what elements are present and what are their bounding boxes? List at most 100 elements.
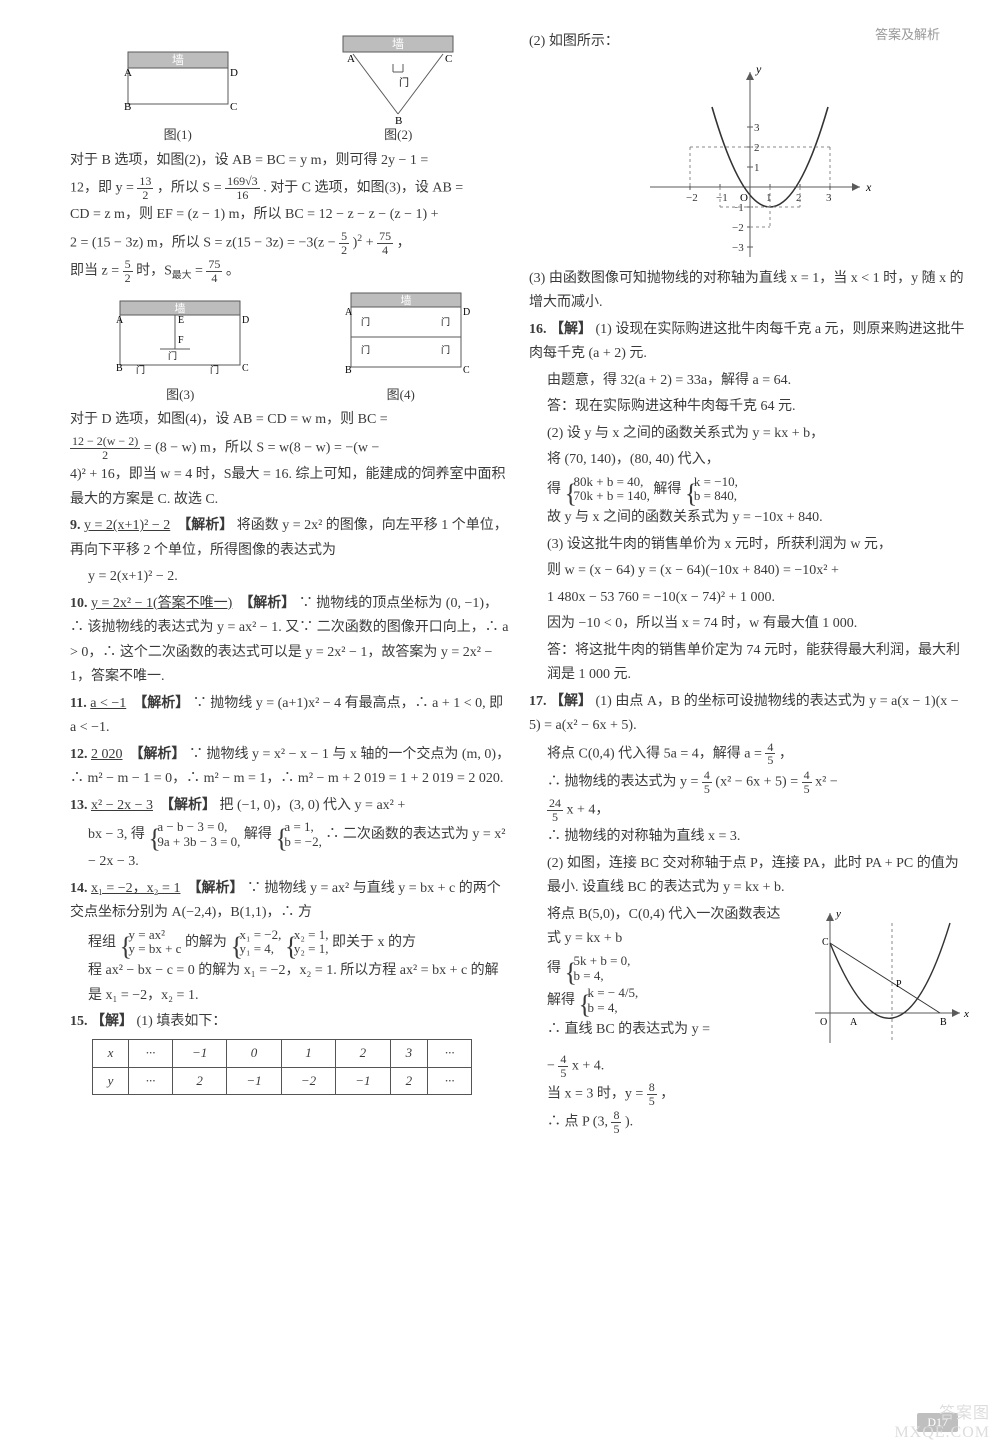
q13: 13. x² − 2x − 3 【解析】 把 (−1, 0)，(3, 0) 代入… [70, 794, 511, 819]
svg-text:门: 门 [210, 364, 219, 375]
svg-text:B: B [345, 365, 352, 376]
q17-sol2: 解得 k = − 4/5,b = 4, [547, 986, 792, 1016]
fig1-label: 图(1) [108, 124, 248, 147]
q17-2c2: − 45 x + 4. [529, 1053, 970, 1079]
svg-text:门: 门 [361, 344, 370, 355]
svg-text:E: E [178, 315, 184, 326]
table-row: y···2−1−2−12··· [93, 1067, 472, 1095]
q17-1c: ∴ 抛物线的表达式为 y = 45 (x² − 6x + 5) = 45 x² … [529, 769, 970, 795]
q16-2c: 故 y 与 x 之间的函数关系式为 y = −10x + 840. [529, 506, 970, 531]
q17-1c2: 245 x + 4， [529, 797, 970, 823]
q17-1b: 将点 C(0,4) 代入得 5a = 4，解得 a = 45 ， [529, 741, 970, 767]
q17-2d: 当 x = 3 时，y = 85 ， [529, 1081, 970, 1107]
q17-eq2: 得 5k + b = 0,b = 4, [547, 954, 792, 984]
table-row: x···−10123··· [93, 1039, 472, 1067]
svg-text:−1: −1 [716, 192, 728, 204]
p1d: 2 = (15 − 3z) m，所以 S = z(15 − 3z) = −3(z… [70, 230, 511, 257]
fig4-svg: 墙 A D B C 门 门 门 门 [321, 289, 481, 384]
q9-b: y = 2(x+1)² − 2. [70, 565, 511, 590]
svg-text:墙: 墙 [392, 37, 404, 51]
svg-text:3: 3 [754, 122, 760, 134]
q16-3d: 因为 −10 < 0，所以当 x = 74 时，w 有最大值 1 000. [529, 612, 970, 637]
q17-2e: ∴ 点 P (3, 85 ). [529, 1109, 970, 1135]
svg-text:1: 1 [766, 192, 772, 204]
svg-text:A: A [116, 315, 124, 326]
q17-1d: ∴ 抛物线的对称轴为直线 x = 3. [529, 825, 970, 850]
svg-text:B: B [940, 1017, 947, 1028]
svg-text:C: C [822, 937, 829, 948]
p1e: 即当 z = 52 时，S最大 = 754 。 [70, 258, 511, 284]
svg-text:D: D [463, 307, 470, 318]
q16-3b: 则 w = (x − 64) y = (x − 64)(−10x + 840) … [529, 559, 970, 584]
fig2-label: 图(2) [323, 124, 473, 147]
q14-eq: 程组 y = ax²y = bx + c 的解为 x₁ = −2,y₁ = 4,… [70, 928, 511, 958]
svg-text:B: B [395, 115, 402, 124]
parabola-graph: x y O −2 −1 1 2 3 −3 −2 −1 1 2 3 [620, 57, 880, 267]
q12: 12. 2 020 【解析】 ∵ 抛物线 y = x² − x − 1 与 x … [70, 743, 511, 792]
figures-1-2: 墙 A D B C 图(1) 墙 A C B 门 图(2) [70, 34, 511, 147]
q11: 11. a < −1 【解析】 ∵ 抛物线 y = (a+1)x² − 4 有最… [70, 692, 511, 741]
q16-1c: 答：现在实际购进这种牛肉每千克 64 元. [529, 395, 970, 420]
left-column: 墙 A D B C 图(1) 墙 A C B 门 图(2) 对于 B 选项，如图… [70, 30, 511, 1138]
p1b: 12，即 y = 132 ，所以 S = 169√316 . 对于 C 选项，如… [70, 175, 511, 201]
svg-text:y: y [755, 62, 762, 76]
q10: 10. y = 2x² − 1(答案不唯一) 【解析】 ∵ 抛物线的顶点坐标为 … [70, 592, 511, 690]
svg-text:墙: 墙 [172, 53, 184, 67]
svg-text:门: 门 [399, 76, 409, 89]
fig3-svg: 墙 A E D B C F 门 门 门 [100, 289, 260, 384]
r3: (3) 由函数图像可知抛物线的对称轴为直线 x = 1，当 x < 1 时，y … [529, 267, 970, 316]
q16-3c: 1 480x − 53 760 = −10(x − 74)² + 1 000. [529, 586, 970, 611]
svg-text:2: 2 [754, 142, 760, 154]
svg-text:C: C [230, 101, 237, 113]
q14: 14. x₁ = −2，x₂ = 1 【解析】 ∵ 抛物线 y = ax² 与直… [70, 877, 511, 926]
svg-text:P: P [896, 979, 902, 990]
svg-text:2: 2 [796, 192, 802, 204]
figures-3-4: 墙 A E D B C F 门 门 门 图(3) 墙 A D B C 门 门 [70, 289, 511, 407]
svg-text:−2: −2 [732, 222, 744, 234]
svg-text:A: A [850, 1017, 858, 1028]
svg-text:门: 门 [136, 364, 145, 375]
fig3-label: 图(3) [100, 384, 260, 407]
fig1-svg: 墙 A D B C [108, 34, 248, 124]
svg-text:C: C [242, 363, 249, 374]
watermark: 答案图 MXQE.COM [894, 1404, 990, 1442]
p1a: 对于 B 选项，如图(2)，设 AB = BC = y m，则可得 2y − 1… [70, 149, 511, 174]
svg-text:−1: −1 [732, 202, 744, 214]
table-15: x···−10123··· y···2−1−2−12··· [92, 1039, 472, 1096]
svg-text:C: C [445, 53, 452, 65]
q16-3e: 答：将这批牛肉的销售单价定为 74 元时，能获得最大利润，最大利润是 1 000… [529, 639, 970, 688]
svg-text:B: B [124, 101, 131, 113]
header-label: 答案及解析 [875, 24, 940, 43]
q15: 15. 【解】 (1) 填表如下： [70, 1010, 511, 1035]
svg-text:−2: −2 [686, 192, 698, 204]
q16-eq: 得 80k + b = 40,70k + b = 140, 解得 k = −10… [529, 475, 970, 505]
svg-text:F: F [178, 335, 184, 346]
fig2-svg: 墙 A C B 门 [323, 34, 473, 124]
p2b: 12 − 2(w − 2)2 = (8 − w) m，所以 S = w(8 − … [70, 435, 511, 461]
p2c: 4)² + 16，即当 w = 4 时，S最大 = 16. 综上可知，能建成的饲… [70, 463, 511, 512]
svg-text:门: 门 [441, 344, 450, 355]
q9: 9. y = 2(x+1)² − 2 【解析】 将函数 y = 2x² 的图像，… [70, 514, 511, 563]
svg-text:门: 门 [361, 316, 370, 327]
q16-1a: 16. 【解】 (1) 设现在实际购进这批牛肉每千克 a 元，则原来购进这批牛肉… [529, 318, 970, 367]
svg-text:A: A [345, 307, 353, 318]
svg-text:1: 1 [754, 162, 760, 174]
fig4-label: 图(4) [321, 384, 481, 407]
q17-1a: 17. 【解】 (1) 由点 A，B 的坐标可设抛物线的表达式为 y = a(x… [529, 690, 970, 739]
q16-1b: 由题意，得 32(a + 2) = 33a，解得 a = 64. [529, 369, 970, 394]
svg-text:C: C [463, 365, 470, 376]
svg-text:3: 3 [826, 192, 832, 204]
q16-2b: 将 (70, 140)，(80, 40) 代入， [529, 448, 970, 473]
svg-text:A: A [347, 53, 355, 65]
q17-2a: (2) 如图，连接 BC 交对称轴于点 P，连接 PA，此时 PA + PC 的… [529, 852, 970, 901]
q16-2a: (2) 设 y 与 x 之间的函数关系式为 y = kx + b， [529, 422, 970, 447]
svg-text:O: O [820, 1017, 827, 1028]
q17-graph: x y O C A B P [800, 903, 970, 1053]
svg-text:D: D [242, 315, 249, 326]
svg-text:D: D [230, 67, 238, 79]
svg-text:x: x [865, 180, 872, 194]
svg-text:墙: 墙 [175, 301, 186, 315]
svg-text:门: 门 [168, 350, 177, 361]
q16-3a: (3) 设这批牛肉的销售单价为 x 元时，所获利润为 w 元， [529, 533, 970, 558]
svg-text:y: y [835, 908, 841, 920]
